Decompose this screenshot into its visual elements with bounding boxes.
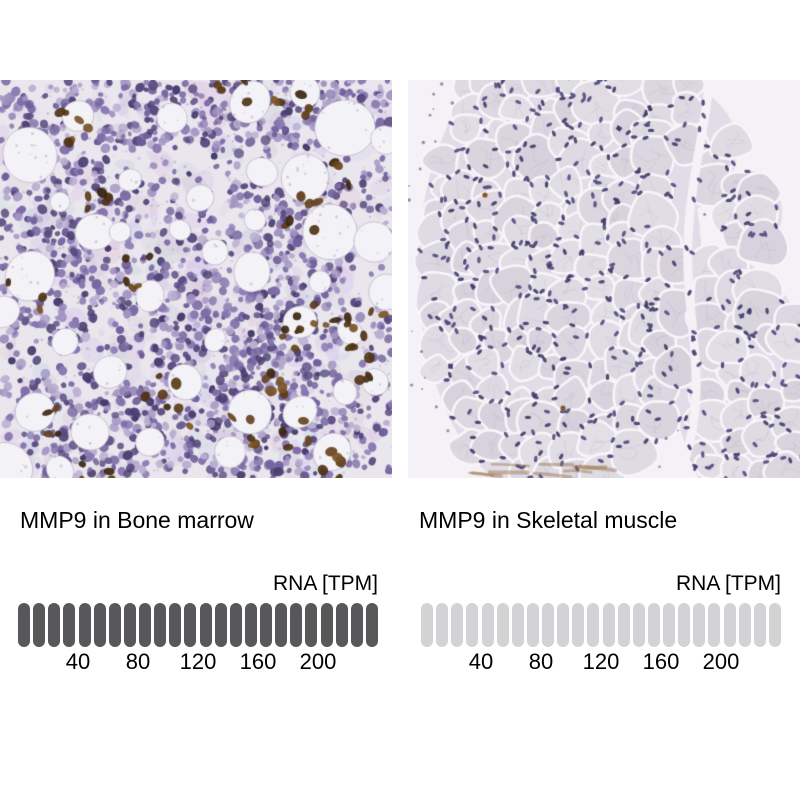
tpm-segment [123,603,136,647]
tpm-segment [572,603,585,647]
tpm-segment [108,603,121,647]
tpm-segment [48,603,61,647]
tpm-segment [678,603,691,647]
axis-tick-label: 200 [299,649,337,674]
rna-tpm-label-skeletal-muscle: RNA [TPM] [675,572,781,595]
axis-tick-label: 160 [239,649,277,674]
axis-tick-label: 40 [65,649,91,674]
gauge-axis-skeletal-muscle: 40 80 120 160 200 [421,649,781,675]
axis-tick-label: 80 [528,649,554,674]
tpm-segment [320,603,333,647]
tpm-segment [557,603,570,647]
tpm-segment [63,603,76,647]
tpm-segment [753,603,766,647]
rna-expression-gauge-bone-marrow [18,603,378,647]
axis-tick-label: 200 [702,649,740,674]
axis-tick-label: 40 [468,649,494,674]
tpm-segment [723,603,736,647]
rna-expression-gauge-skeletal-muscle [421,603,781,647]
tpm-segment [199,603,212,647]
tpm-segment [738,603,751,647]
tpm-segment [647,603,660,647]
tpm-segment [33,603,46,647]
tpm-segment [229,603,242,647]
tpm-segment [768,603,781,647]
tpm-segment [365,603,378,647]
tpm-segment [693,603,706,647]
axis-tick-label: 120 [582,649,620,674]
tpm-segment [244,603,257,647]
tpm-segment [708,603,721,647]
tpm-segment [526,603,539,647]
tpm-segment [335,603,348,647]
skeletal-muscle-ihc-image[interactable] [408,80,800,478]
axis-tick-label: 120 [179,649,217,674]
tpm-segment [466,603,479,647]
tpm-segment [78,603,91,647]
panel-title-bone-marrow: MMP9 in Bone marrow [20,507,254,533]
tpm-segment [587,603,600,647]
tpm-segment [602,603,615,647]
tpm-segment [93,603,106,647]
tpm-segment [421,603,433,647]
tpm-segment [451,603,464,647]
axis-tick-label: 80 [125,649,151,674]
tpm-segment [542,603,554,647]
tpm-segment [436,603,449,647]
tpm-segment [184,603,197,647]
tpm-segment [275,603,288,647]
tpm-segment [139,603,151,647]
tpm-segment [496,603,509,647]
panel-title-skeletal-muscle: MMP9 in Skeletal muscle [419,507,678,533]
tpm-segment [617,603,630,647]
tpm-segment [481,603,494,647]
tpm-segment [260,603,272,647]
gauge-axis-bone-marrow: 40 80 120 160 200 [18,649,378,675]
tpm-segment [214,603,227,647]
axis-tick-label: 160 [642,649,680,674]
tpm-segment [169,603,182,647]
tpm-segment [632,603,645,647]
tpm-segment [154,603,167,647]
tpm-segment [511,603,524,647]
tpm-segment [663,603,675,647]
tpm-segment [350,603,363,647]
rna-tpm-label-bone-marrow: RNA [TPM] [272,572,378,595]
tpm-segment [18,603,30,647]
bone-marrow-ihc-image[interactable] [0,80,392,478]
tpm-segment [305,603,318,647]
tpm-segment [290,603,303,647]
